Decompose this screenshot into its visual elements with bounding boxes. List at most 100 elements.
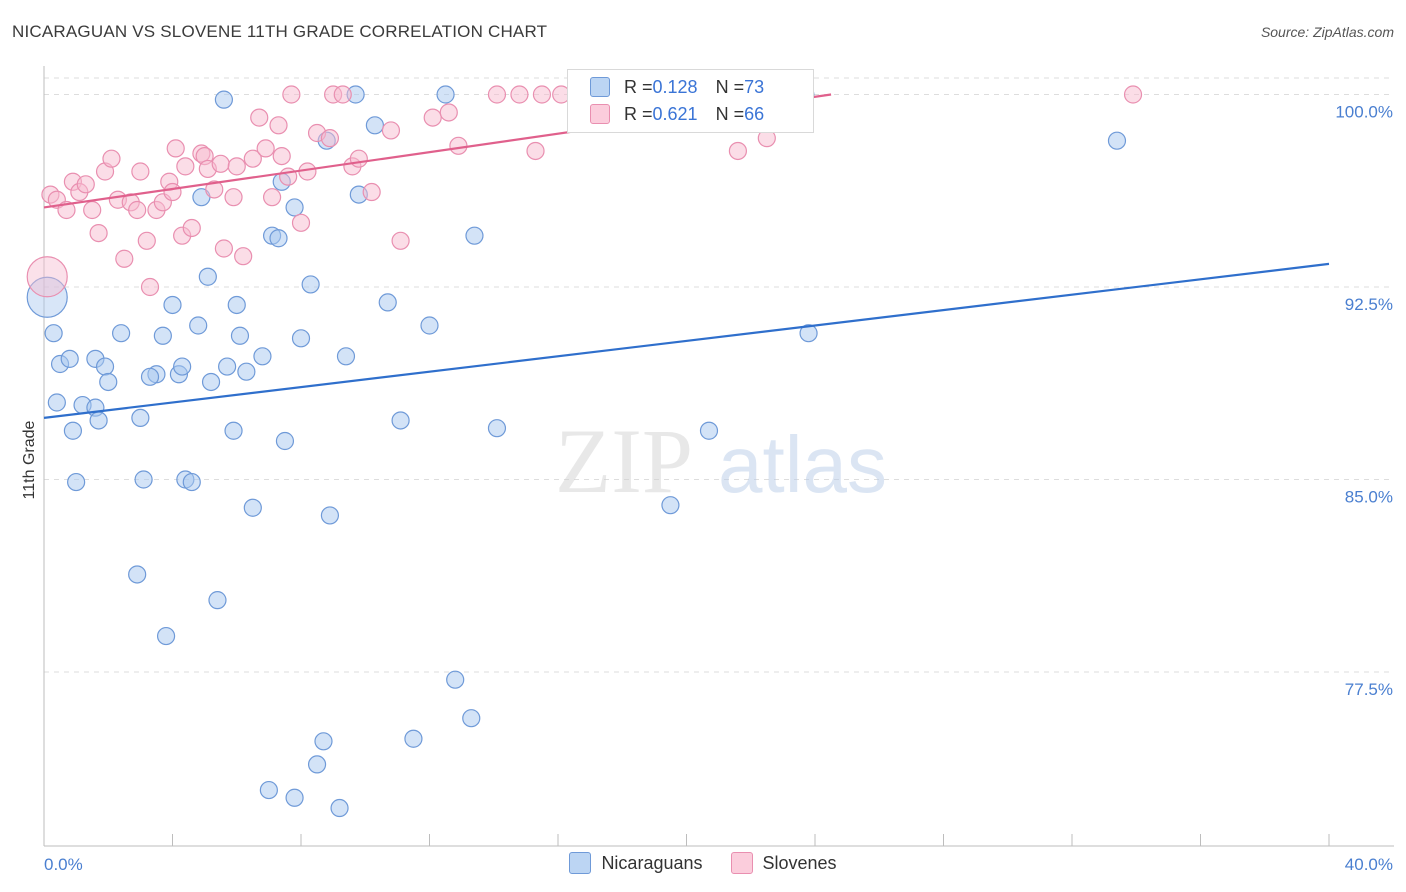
nicaraguan-point bbox=[699, 421, 719, 440]
nicaraguan-point bbox=[291, 329, 311, 348]
slovene-point bbox=[205, 180, 224, 199]
nicaraguan-point bbox=[436, 85, 455, 104]
slovene-point bbox=[227, 157, 246, 176]
slovene-point bbox=[140, 277, 160, 297]
nicaraguans-trend-line bbox=[43, 262, 1330, 419]
slovene-point bbox=[131, 162, 150, 181]
nicaraguan-point bbox=[60, 349, 79, 368]
nicaraguan-point bbox=[182, 472, 201, 492]
slovene-point bbox=[250, 108, 269, 127]
nicaraguan-point bbox=[378, 293, 397, 312]
nicaraguan-point bbox=[275, 431, 295, 451]
nicaraguan-point bbox=[140, 367, 160, 386]
slovene-point bbox=[728, 141, 748, 161]
slovene-point bbox=[224, 188, 243, 207]
nicaraguan-point bbox=[420, 316, 439, 335]
nicaraguan-point bbox=[462, 709, 481, 728]
slovene-point bbox=[381, 121, 401, 140]
legend-swatch-blue bbox=[590, 77, 610, 97]
nicaraguan-point bbox=[44, 324, 63, 343]
legend-n-label: N = bbox=[715, 103, 745, 124]
nicaraguan-point bbox=[189, 316, 208, 335]
slovene-point bbox=[487, 85, 507, 104]
nicaraguan-point bbox=[153, 326, 172, 345]
x-tick-label: 0.0% bbox=[44, 855, 83, 874]
watermark-atlas: atlas bbox=[718, 420, 887, 509]
slovene-point bbox=[449, 136, 468, 155]
slovene-point bbox=[166, 139, 185, 158]
nicaraguan-point bbox=[63, 421, 83, 440]
y-tick-label: 77.5% bbox=[1345, 680, 1393, 699]
slovene-point bbox=[137, 231, 156, 250]
nicaraguan-point bbox=[214, 90, 233, 109]
slovene-point bbox=[333, 85, 352, 104]
y-tick-label: 85.0% bbox=[1345, 488, 1393, 507]
slovene-point bbox=[269, 116, 288, 135]
legend-item-slovenes[interactable]: Slovenes bbox=[730, 852, 837, 874]
nicaraguan-point bbox=[198, 267, 217, 286]
nicaraguan-point bbox=[307, 755, 327, 774]
x-tick-label: 40.0% bbox=[1345, 855, 1393, 874]
slovene-point bbox=[262, 188, 282, 207]
y-tick-labels: 77.5% 85.0% 92.5% 100.0% bbox=[1335, 103, 1393, 700]
slovene-point bbox=[163, 182, 182, 202]
nicaraguan-point bbox=[237, 362, 256, 381]
nicaraguan-point bbox=[163, 295, 182, 315]
y-tick-label: 92.5% bbox=[1345, 295, 1393, 314]
nicaraguan-point bbox=[230, 326, 250, 345]
slovene-point bbox=[349, 149, 368, 168]
nicaraguan-point bbox=[365, 116, 384, 135]
slovene-point bbox=[128, 200, 147, 220]
slovene-point bbox=[211, 154, 230, 173]
nicaraguan-point bbox=[285, 198, 304, 217]
nicaraguan-point bbox=[99, 372, 118, 392]
nicaraguan-point bbox=[89, 411, 108, 430]
nicaraguan-point bbox=[465, 226, 484, 245]
slovene-point bbox=[423, 108, 442, 127]
nicaraguan-point bbox=[243, 498, 262, 517]
slovene-point bbox=[362, 182, 381, 202]
legend-r-label: R = bbox=[624, 76, 653, 97]
nicaraguan-point bbox=[224, 421, 243, 440]
legend-swatch-pink bbox=[730, 852, 753, 874]
chart-source: Source: ZipAtlas.com bbox=[1260, 24, 1394, 40]
legend-label-nicaraguans: Nicaraguans bbox=[601, 852, 703, 873]
nicaraguan-point bbox=[446, 670, 465, 689]
slovene-point bbox=[532, 85, 552, 104]
slovenes-points bbox=[26, 85, 1143, 298]
legend-r-label: R = bbox=[624, 103, 653, 124]
slovene-point bbox=[234, 247, 253, 266]
nicaraguan-point bbox=[269, 229, 288, 248]
legend-row-nicaraguans: R = 0.128 N = 73 bbox=[568, 74, 764, 100]
slovene-point bbox=[1123, 85, 1143, 104]
watermark-zip: ZIP bbox=[555, 410, 693, 512]
slovene-point bbox=[526, 141, 545, 161]
nicaraguan-point bbox=[391, 411, 410, 430]
nicaraguan-point bbox=[134, 470, 153, 489]
legend-r-value: 0.128 bbox=[652, 76, 698, 97]
nicaraguan-point bbox=[95, 357, 115, 376]
slovene-point bbox=[176, 157, 195, 176]
legend-r-value: 0.621 bbox=[652, 103, 698, 124]
nicaraguan-point bbox=[314, 732, 333, 751]
nicaraguan-point bbox=[661, 496, 680, 515]
nicaraguan-point bbox=[208, 591, 227, 610]
slovene-point bbox=[439, 103, 458, 122]
nicaraguan-point bbox=[218, 357, 237, 376]
nicaraguan-point bbox=[330, 798, 349, 818]
nicaraguan-point bbox=[156, 626, 176, 646]
slovene-point bbox=[182, 218, 201, 238]
nicaraguan-point bbox=[259, 780, 278, 800]
nicaraguan-point bbox=[336, 347, 356, 366]
slovene-point bbox=[83, 200, 102, 220]
slovene-point bbox=[76, 175, 95, 194]
nicaraguan-point bbox=[131, 408, 150, 427]
slovene-point bbox=[291, 213, 311, 232]
legend-item-nicaraguans[interactable]: Nicaraguans bbox=[569, 852, 703, 874]
slovene-point bbox=[243, 149, 262, 168]
slovene-point bbox=[272, 147, 291, 166]
y-tick-label: 100.0% bbox=[1335, 103, 1393, 122]
nicaraguan-point bbox=[487, 419, 507, 438]
nicaraguan-point bbox=[320, 506, 340, 525]
